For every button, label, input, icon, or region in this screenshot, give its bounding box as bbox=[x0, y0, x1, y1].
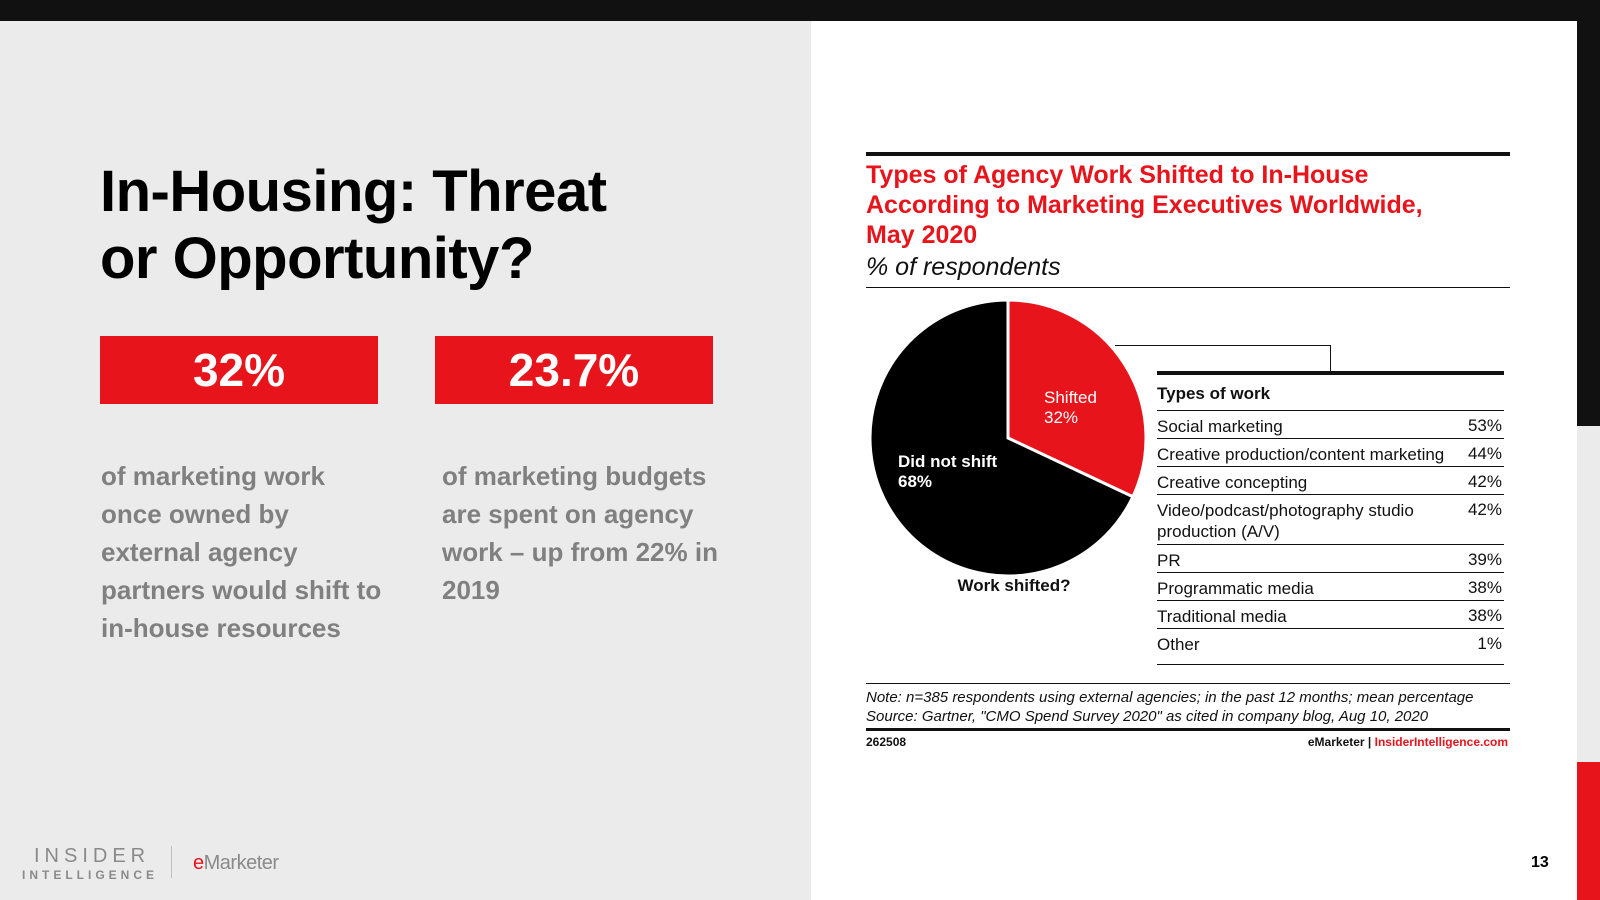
slide-title-line-1: In-Housing: Threat bbox=[100, 159, 607, 224]
slide-title-line-2: or Opportunity? bbox=[100, 226, 534, 291]
table-row-value: 38% bbox=[1467, 606, 1502, 625]
table-bottom-rule bbox=[1157, 664, 1504, 665]
table-row: Programmatic media 38% bbox=[1157, 572, 1504, 601]
chart-brand: eMarketer | InsiderIntelligence.com bbox=[1308, 735, 1508, 749]
pie-slice-did-not-shift bbox=[868, 298, 1135, 578]
logo-insider: INSIDER bbox=[34, 845, 151, 867]
pie-slice-shifted bbox=[1006, 298, 1148, 499]
slice-value-shifted: 32% bbox=[1044, 408, 1078, 427]
stat-description-2: of marketing budgets are spent on agency… bbox=[442, 457, 742, 609]
pie-chart: Shifted 32% Did not shift 68% Work shift… bbox=[868, 298, 1148, 595]
left-panel bbox=[0, 21, 811, 900]
chart-top-rule bbox=[866, 152, 1510, 156]
stat-1-line: partners would shift to bbox=[101, 575, 382, 605]
chart-brand-emarketer: eMarketer bbox=[1307, 735, 1365, 749]
stat-1-line: in-house resources bbox=[101, 613, 341, 643]
table-row-label: Traditional media bbox=[1157, 607, 1287, 626]
table-row: Traditional media 38% bbox=[1157, 600, 1504, 629]
table-row-label: Creative production/content marketing bbox=[1157, 445, 1445, 464]
table-row-value: 53% bbox=[1467, 416, 1502, 435]
table-row-value: 42% bbox=[1467, 500, 1502, 519]
stat-1-line: external agency bbox=[101, 537, 298, 567]
logo-emarketer-e: e bbox=[193, 852, 204, 874]
slice-value-did-not-shift: 68% bbox=[898, 472, 932, 491]
table-header: Types of work bbox=[1157, 384, 1271, 403]
chart-title-line: Types of Agency Work Shifted to In-House bbox=[866, 161, 1369, 189]
table-row: Creative concepting 42% bbox=[1157, 466, 1504, 495]
table-row-value: 39% bbox=[1467, 550, 1502, 569]
chart-title-line: May 2020 bbox=[866, 221, 978, 249]
chart-note: Note: n=385 respondents using external a… bbox=[866, 689, 1474, 706]
chart-title-line: According to Marketing Executives Worldw… bbox=[866, 191, 1423, 219]
table-row-value: 44% bbox=[1467, 444, 1502, 463]
chart-title: Types of Agency Work Shifted to In-House… bbox=[866, 160, 1510, 250]
table-row: PR 39% bbox=[1157, 544, 1504, 573]
top-bar bbox=[0, 0, 1600, 21]
pie-caption: Work shifted? bbox=[957, 576, 1070, 595]
chart-id: 262508 bbox=[866, 735, 907, 749]
logo-emarketer-rest: Marketer bbox=[203, 852, 279, 874]
table-top-rule bbox=[1157, 371, 1504, 375]
logo-divider bbox=[171, 846, 172, 878]
table-row: Video/podcast/photography studio product… bbox=[1157, 494, 1504, 545]
chart-subtitle-rule bbox=[866, 287, 1510, 288]
pie-to-table-connector bbox=[1115, 345, 1331, 374]
slice-label-shifted: Shifted bbox=[1044, 388, 1097, 407]
edge-bar-dark bbox=[1577, 21, 1600, 426]
table-row-value: 1% bbox=[1477, 634, 1502, 653]
stat-description-1: of marketing work once owned by external… bbox=[101, 457, 401, 647]
table-row: Social marketing 53% bbox=[1157, 410, 1504, 439]
logo-intelligence: INTELLIGENCE bbox=[22, 868, 159, 882]
logo-emarketer: eMarketer bbox=[193, 852, 279, 875]
table-row-label: Video/podcast/photography studio product… bbox=[1157, 501, 1414, 541]
edge-bar-red bbox=[1577, 762, 1600, 900]
table-row-label: Programmatic media bbox=[1157, 579, 1314, 598]
table-row: Creative production/content marketing 44… bbox=[1157, 438, 1504, 467]
slice-label-did-not-shift: Did not shift bbox=[898, 452, 997, 471]
stat-box-2: 23.7% bbox=[435, 336, 713, 404]
table-row-label: PR bbox=[1157, 551, 1181, 570]
slide-title: In-Housing: Threat or Opportunity? bbox=[100, 158, 700, 292]
stat-2-line: 2019 bbox=[442, 575, 500, 605]
table-row-value: 38% bbox=[1467, 578, 1502, 597]
stat-box-1: 32% bbox=[100, 336, 378, 404]
chart-footer-rule bbox=[866, 728, 1510, 731]
chart-footnotes: Note: n=385 respondents using external a… bbox=[866, 688, 1474, 726]
stat-1-line: of marketing work bbox=[101, 461, 325, 491]
table-row-label: Creative concepting bbox=[1157, 473, 1308, 492]
table-row-label: Other bbox=[1157, 635, 1200, 654]
edge-bar-light bbox=[1577, 426, 1600, 762]
page-number: 13 bbox=[1531, 854, 1549, 871]
table-row-value: 42% bbox=[1467, 472, 1502, 491]
stat-2-line: are spent on agency bbox=[442, 499, 694, 529]
table-row: Other 1% bbox=[1157, 628, 1504, 665]
stat-2-line: of marketing budgets bbox=[442, 461, 707, 491]
chart-note-rule bbox=[866, 683, 1510, 684]
table-row-label: Social marketing bbox=[1157, 417, 1283, 436]
chart-subtitle: % of respondents bbox=[866, 253, 1061, 281]
stat-2-line: work – up from 22% in bbox=[442, 537, 718, 567]
chart-brand-link[interactable]: InsiderIntelligence.com bbox=[1374, 735, 1508, 749]
chart-source: Source: Gartner, "CMO Spend Survey 2020"… bbox=[866, 708, 1429, 725]
chart-brand-separator: | bbox=[1367, 735, 1372, 749]
stat-1-line: once owned by bbox=[101, 499, 289, 529]
